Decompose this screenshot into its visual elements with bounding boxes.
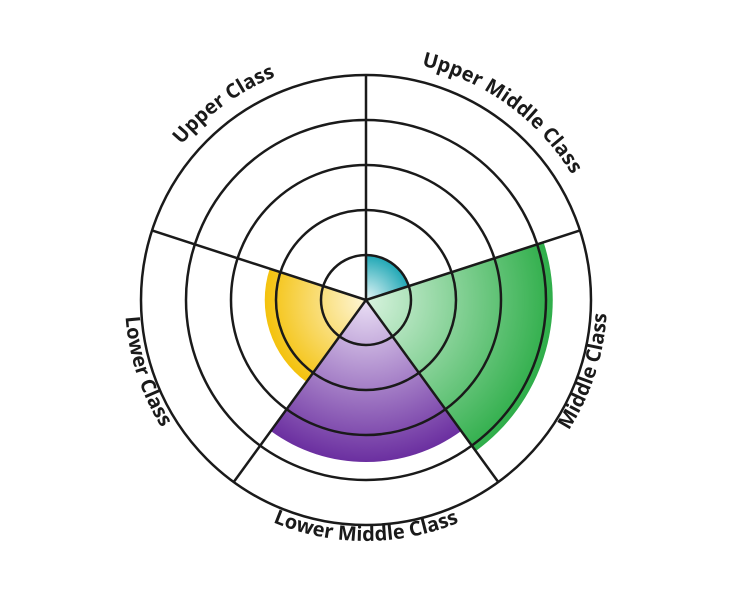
grid-divider-upper (152, 230, 366, 300)
social-class-rose-chart: Upper Middle Class Middle Class Lower Midd… (0, 0, 732, 600)
label-lower_middle: Lower Middle Class (271, 503, 462, 547)
label-lower: Lower Class (120, 315, 180, 431)
label-upper: Upper Class (166, 57, 278, 149)
label-middle: Middle Class (551, 312, 613, 434)
label-upper_middle: Upper Middle Class (420, 45, 590, 178)
